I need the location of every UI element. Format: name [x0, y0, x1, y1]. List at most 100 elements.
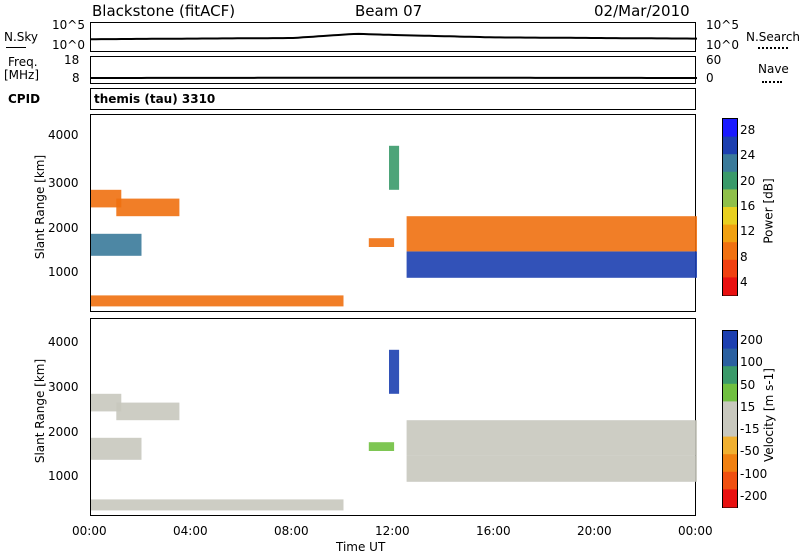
- x-axis-tick: 08:00: [274, 524, 309, 538]
- power-colorbar-swatches: [723, 119, 737, 296]
- power-cell: [389, 145, 400, 190]
- velocity-colorbar-swatch: [723, 401, 737, 420]
- power-panel: [90, 114, 697, 312]
- cpid-value: themis (tau) 3310: [94, 92, 216, 106]
- power-cell: [406, 216, 697, 252]
- x-axis-label: Time UT: [336, 540, 386, 554]
- velocity-cell: [389, 349, 400, 394]
- nave-legend-line: [762, 81, 782, 83]
- velocity-ylabel: Slant Range [km]: [33, 358, 48, 464]
- date-title: 02/Mar/2010: [594, 2, 690, 20]
- power-colorbar-swatch: [723, 136, 737, 155]
- velocity-colorbar-tick: -100: [740, 466, 768, 481]
- velocity-colorbar-swatch: [723, 471, 737, 490]
- velocity-cell: [91, 499, 344, 511]
- power-colorbar-swatch: [723, 171, 737, 190]
- power-cell: [368, 238, 395, 247]
- power-colorbar-tick: 8: [740, 249, 748, 264]
- velocity-ytick-3000: 3000: [48, 380, 79, 394]
- x-axis-tick: 16:00: [476, 524, 511, 538]
- nave-label: Nave: [758, 62, 789, 76]
- nsky-legend-line: [6, 47, 26, 48]
- velocity-colorbar-tick: 200: [740, 333, 763, 348]
- nsky-plot: [91, 32, 697, 41]
- freq-tick-top: 18: [64, 53, 80, 67]
- freq-label: Freq.: [8, 55, 38, 69]
- nsearch-legend-line: [758, 47, 788, 49]
- power-colorbar-swatch: [723, 277, 737, 296]
- velocity-heatmap: [91, 349, 697, 511]
- velocity-colorbar-swatch: [723, 331, 737, 350]
- velocity-colorbar-swatch: [723, 489, 737, 508]
- velocity-cell: [91, 437, 142, 460]
- velocity-cell: [368, 442, 395, 451]
- x-axis-tick: 12:00: [375, 524, 410, 538]
- velocity-colorbar: [722, 330, 738, 508]
- power-colorbar-swatch: [723, 189, 737, 208]
- velocity-colorbar-swatch: [723, 419, 737, 438]
- power-cell: [91, 189, 122, 208]
- nsearch-label: N.Search: [746, 30, 800, 44]
- velocity-cell: [406, 420, 697, 456]
- x-axis-tick: 20:00: [577, 524, 612, 538]
- nsky-label: N.Sky: [4, 30, 39, 44]
- freq-unit-label: [MHz]: [4, 68, 40, 82]
- nsearch-tick-top: 10^5: [706, 18, 739, 32]
- nsky-panel: [90, 22, 697, 52]
- power-colorbar-tick: 12: [740, 224, 756, 239]
- nsky-tick-top: 10^5: [52, 18, 85, 32]
- power-heatmap: [91, 145, 697, 307]
- velocity-colorbar-swatch: [723, 454, 737, 473]
- power-colorbar-swatch: [723, 207, 737, 226]
- x-axis-tick: 00:00: [72, 524, 107, 538]
- power-ytick-4000: 4000: [48, 128, 79, 142]
- power-colorbar-tick: 28: [740, 122, 756, 137]
- station-title: Blackstone (fitACF): [92, 2, 236, 20]
- power-colorbar-swatch: [723, 224, 737, 243]
- power-colorbar-swatch: [723, 259, 737, 278]
- velocity-colorbar-label: Velocity [m s-1]: [761, 368, 776, 462]
- freq-tick-bottom: 8: [72, 71, 80, 85]
- power-colorbar-tick: 4: [740, 275, 748, 290]
- power-colorbar-swatch: [723, 119, 737, 138]
- velocity-panel: [90, 318, 697, 516]
- power-colorbar-tick: 16: [740, 199, 756, 213]
- power-cell: [91, 233, 142, 256]
- power-ytick-1000: 1000: [48, 265, 79, 279]
- velocity-cell: [91, 393, 122, 412]
- power-ytick-2000: 2000: [48, 221, 79, 235]
- cpid-panel: themis (tau) 3310: [90, 88, 696, 110]
- freq-plot: [91, 76, 697, 79]
- power-colorbar-tick: 24: [740, 148, 756, 163]
- velocity-colorbar-tick: 50: [740, 377, 756, 392]
- velocity-colorbar-tick: -15: [740, 422, 760, 437]
- velocity-colorbar-tick: -200: [740, 488, 768, 503]
- power-colorbar-label: Power [dB]: [761, 178, 776, 244]
- velocity-colorbar-swatch: [723, 348, 737, 367]
- power-colorbar-tick: 20: [740, 173, 756, 188]
- velocity-cell: [116, 402, 180, 421]
- velocity-colorbar-swatches: [723, 331, 737, 508]
- nave-tick-bottom: 0: [706, 71, 714, 85]
- nsky-tick-bottom: 10^0: [52, 38, 85, 52]
- velocity-colorbar-tick: 15: [740, 399, 756, 414]
- nsky-series-line: [91, 32, 697, 41]
- nsearch-tick-bottom: 10^0: [706, 38, 739, 52]
- velocity-ytick-2000: 2000: [48, 425, 79, 439]
- velocity-colorbar-tick: -50: [740, 444, 760, 459]
- power-colorbar: [722, 118, 738, 296]
- nave-tick-top: 60: [706, 53, 722, 67]
- power-colorbar-swatch: [723, 154, 737, 173]
- velocity-ytick-1000: 1000: [48, 469, 79, 483]
- power-cell: [406, 251, 697, 278]
- beam-title: Beam 07: [355, 2, 423, 20]
- x-axis-tick: 00:00: [678, 524, 713, 538]
- velocity-cell: [406, 455, 697, 482]
- x-axis-tick: 04:00: [173, 524, 208, 538]
- velocity-colorbar-tick: 100: [740, 355, 763, 370]
- power-colorbar-swatch: [723, 242, 737, 261]
- freq-panel: [90, 56, 697, 84]
- power-cell: [91, 295, 344, 307]
- power-cell: [116, 198, 180, 217]
- velocity-ytick-4000: 4000: [48, 335, 79, 349]
